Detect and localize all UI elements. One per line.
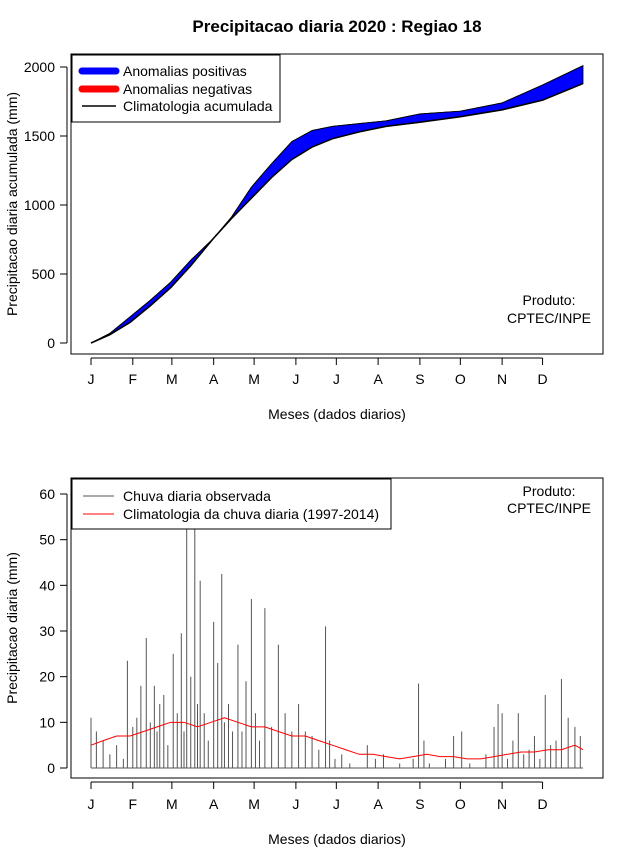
x-tick-label-top: F <box>129 371 138 387</box>
y-tick-label-top: 1500 <box>24 128 55 144</box>
legend-top: Anomalias positivas Anomalias negativas … <box>71 54 281 123</box>
y-tick-label-bottom: 40 <box>39 577 55 593</box>
legend-label-observed: Chuva diaria observada <box>123 488 271 504</box>
product-label-top: Produto: <box>523 292 576 308</box>
cumulative-lines <box>90 65 584 344</box>
x-tick-label-top: S <box>415 371 424 387</box>
y-axis-bottom: 0 10 20 30 40 50 60 <box>39 486 68 776</box>
x-tick-label-top: M <box>248 371 260 387</box>
x-tick-label-bottom: A <box>209 796 219 812</box>
climatology-cumulative-line <box>90 82 584 344</box>
y-tick-label-top: 2000 <box>24 59 55 75</box>
legend-box-bottom <box>71 478 392 530</box>
legend-label-negative: Anomalias negativas <box>123 81 252 97</box>
x-tick-label-top: D <box>537 371 547 387</box>
product-source-bottom: CPTEC/INPE <box>507 500 591 516</box>
daily-bars <box>90 516 583 769</box>
daily-chart: 0 10 20 30 40 50 60 J F M A M J J A S O N D Meses (dados … <box>4 477 604 847</box>
y-tick-label-top: 0 <box>47 335 55 351</box>
y-tick-label-bottom: 20 <box>39 669 55 685</box>
legend-label-climatology: Climatologia acumulada <box>123 98 273 114</box>
daily-climatology <box>90 717 584 760</box>
legend-label-positive: Anomalias positivas <box>123 63 247 79</box>
y-tick-label-bottom: 0 <box>47 760 55 776</box>
x-tick-label-top: A <box>209 371 219 387</box>
x-tick-label-bottom: J <box>88 796 95 812</box>
observed-cumulative-line <box>90 65 584 344</box>
plot-frame-top <box>70 53 604 355</box>
x-tick-label-bottom: N <box>497 796 507 812</box>
y-tick-label-bottom: 60 <box>39 486 55 502</box>
x-tick-label-bottom: O <box>455 796 466 812</box>
y-tick-label-top: 500 <box>32 266 56 282</box>
y-axis-label-bottom: Precipitacao diaria (mm) <box>4 552 20 704</box>
y-tick-label-bottom: 50 <box>39 532 55 548</box>
daily-climatology-line <box>90 717 584 760</box>
x-tick-label-bottom: M <box>166 796 178 812</box>
x-tick-label-bottom: J <box>333 796 340 812</box>
x-tick-label-bottom: S <box>415 796 424 812</box>
chart-title: Precipitacao diaria 2020 : Regiao 18 <box>192 17 481 36</box>
product-source-top: CPTEC/INPE <box>507 310 591 326</box>
y-tick-label-top: 1000 <box>24 197 55 213</box>
x-tick-label-top: J <box>333 371 340 387</box>
x-axis-label-top: Meses (dados diarios) <box>268 406 406 422</box>
x-tick-label-bottom: F <box>129 796 138 812</box>
x-tick-label-top: J <box>88 371 95 387</box>
x-tick-label-top: A <box>373 371 383 387</box>
y-axis-label-top: Precipitacao diaria acumulada (mm) <box>4 92 20 316</box>
plot-frame-bottom <box>70 477 604 779</box>
legend-label-daily-climatology: Climatologia da chuva diaria (1997-2014) <box>123 506 379 522</box>
y-tick-label-bottom: 30 <box>39 623 55 639</box>
product-label-bottom: Produto: <box>523 483 576 499</box>
x-tick-label-bottom: D <box>537 796 547 812</box>
x-tick-label-bottom: A <box>373 796 383 812</box>
y-tick-label-bottom: 10 <box>39 714 55 730</box>
x-tick-label-top: O <box>455 371 466 387</box>
y-axis-top: 0 500 1000 1500 2000 <box>24 59 68 351</box>
cumulative-chart: 0 500 1000 1500 2000 J F M A M J J A S O N D Meses (dad… <box>4 53 604 422</box>
x-tick-label-bottom: M <box>248 796 260 812</box>
legend-bottom: Chuva diaria observada Climatologia da c… <box>71 478 392 530</box>
x-tick-label-bottom: J <box>292 796 299 812</box>
x-tick-label-top: N <box>497 371 507 387</box>
x-tick-label-top: J <box>292 371 299 387</box>
x-tick-label-top: M <box>166 371 178 387</box>
x-axis-label-bottom: Meses (dados diarios) <box>268 831 406 847</box>
